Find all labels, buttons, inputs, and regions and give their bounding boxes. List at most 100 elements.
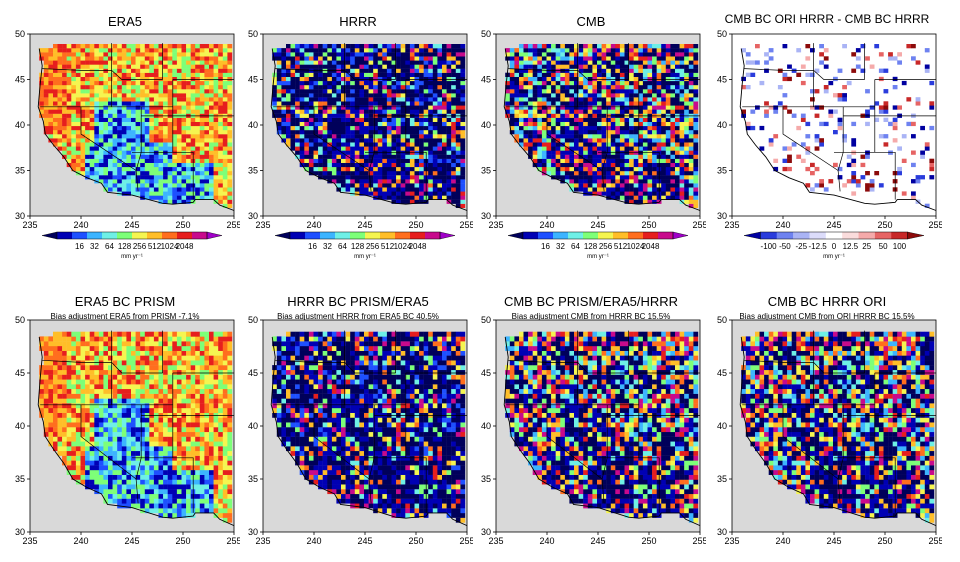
grid-cell	[392, 110, 397, 114]
grid-cell	[819, 138, 824, 142]
grid-cell	[223, 191, 228, 195]
grid-cell	[223, 134, 228, 138]
grid-cell	[117, 134, 122, 138]
grid-cell	[195, 69, 200, 73]
grid-cell	[442, 44, 447, 48]
grid-cell	[218, 60, 223, 64]
grid-cell	[447, 77, 452, 81]
grid-cell	[533, 146, 538, 150]
grid-cell	[460, 65, 465, 69]
grid-cell	[666, 191, 671, 195]
grid-cell	[680, 105, 685, 109]
grid-cell	[620, 118, 625, 122]
grid-cell	[186, 130, 191, 134]
grid-cell	[415, 179, 420, 183]
grid-cell	[332, 105, 337, 109]
grid-cell	[606, 159, 611, 163]
grid-cell	[131, 105, 136, 109]
grid-cell	[666, 167, 671, 171]
grid-cell	[48, 370, 53, 375]
grid-cell	[519, 105, 524, 109]
grid-cell	[643, 134, 648, 138]
grid-cell	[652, 155, 657, 159]
grid-cell	[103, 151, 108, 155]
grid-cell	[666, 171, 671, 175]
grid-cell	[318, 105, 323, 109]
grid-cell	[451, 142, 456, 146]
grid-cell	[684, 159, 689, 163]
grid-cell	[847, 155, 852, 159]
grid-cell	[551, 44, 556, 48]
grid-cell	[689, 134, 694, 138]
grid-cell	[214, 85, 219, 89]
grid-cell	[428, 110, 433, 114]
grid-cell	[136, 48, 141, 52]
grid-cell	[437, 52, 442, 56]
grid-cell	[227, 101, 232, 105]
grid-cell	[364, 159, 369, 163]
grid-cell	[897, 52, 902, 56]
grid-cell	[510, 101, 515, 105]
grid-cell	[108, 122, 113, 126]
grid-cell	[592, 175, 597, 179]
grid-cell	[159, 175, 164, 179]
grid-cell	[396, 69, 401, 73]
grid-cell	[556, 93, 561, 97]
grid-cell	[145, 81, 150, 85]
grid-cell	[524, 89, 529, 93]
grid-cell	[579, 142, 584, 146]
grid-cell	[90, 122, 95, 126]
grid-cell	[442, 122, 447, 126]
grid-cell	[396, 130, 401, 134]
grid-cell	[131, 52, 136, 56]
grid-cell	[186, 77, 191, 81]
grid-cell	[281, 110, 286, 114]
grid-cell	[369, 60, 374, 64]
grid-cell	[39, 370, 44, 375]
grid-cell	[410, 73, 415, 77]
grid-cell	[44, 110, 49, 114]
grid-cell	[547, 155, 552, 159]
grid-cell	[689, 97, 694, 101]
grid-cell	[592, 151, 597, 155]
grid-cell	[574, 118, 579, 122]
grid-cell	[597, 89, 602, 93]
grid-cell	[433, 48, 438, 52]
grid-cell	[214, 65, 219, 69]
grid-cell	[551, 56, 556, 60]
grid-cell	[643, 163, 648, 167]
grid-cell	[85, 159, 90, 163]
grid-cell	[62, 101, 67, 105]
grid-cell	[103, 60, 108, 64]
grid-cell	[801, 81, 806, 85]
grid-cell	[460, 191, 465, 195]
grid-cell	[542, 69, 547, 73]
grid-cell	[149, 122, 154, 126]
grid-cell	[145, 171, 150, 175]
grid-cell	[680, 118, 685, 122]
grid-cell	[177, 93, 182, 97]
grid-cell	[350, 179, 355, 183]
grid-cell	[648, 52, 653, 56]
grid-cell	[117, 101, 122, 105]
grid-cell	[611, 191, 616, 195]
grid-cell	[286, 93, 291, 97]
grid-cell	[53, 97, 58, 101]
grid-cell	[200, 159, 205, 163]
grid-cell	[336, 101, 341, 105]
grid-cell	[373, 167, 378, 171]
grid-cell	[451, 179, 456, 183]
grid-cell	[44, 93, 49, 97]
grid-cell	[177, 167, 182, 171]
grid-cell	[136, 122, 141, 126]
grid-cell	[99, 110, 104, 114]
grid-cell	[424, 73, 429, 77]
grid-cell	[838, 118, 843, 122]
grid-cell	[442, 56, 447, 60]
grid-cell	[629, 183, 634, 187]
grid-cell	[163, 175, 168, 179]
grid-cell	[456, 118, 461, 122]
grid-cell	[117, 167, 122, 171]
